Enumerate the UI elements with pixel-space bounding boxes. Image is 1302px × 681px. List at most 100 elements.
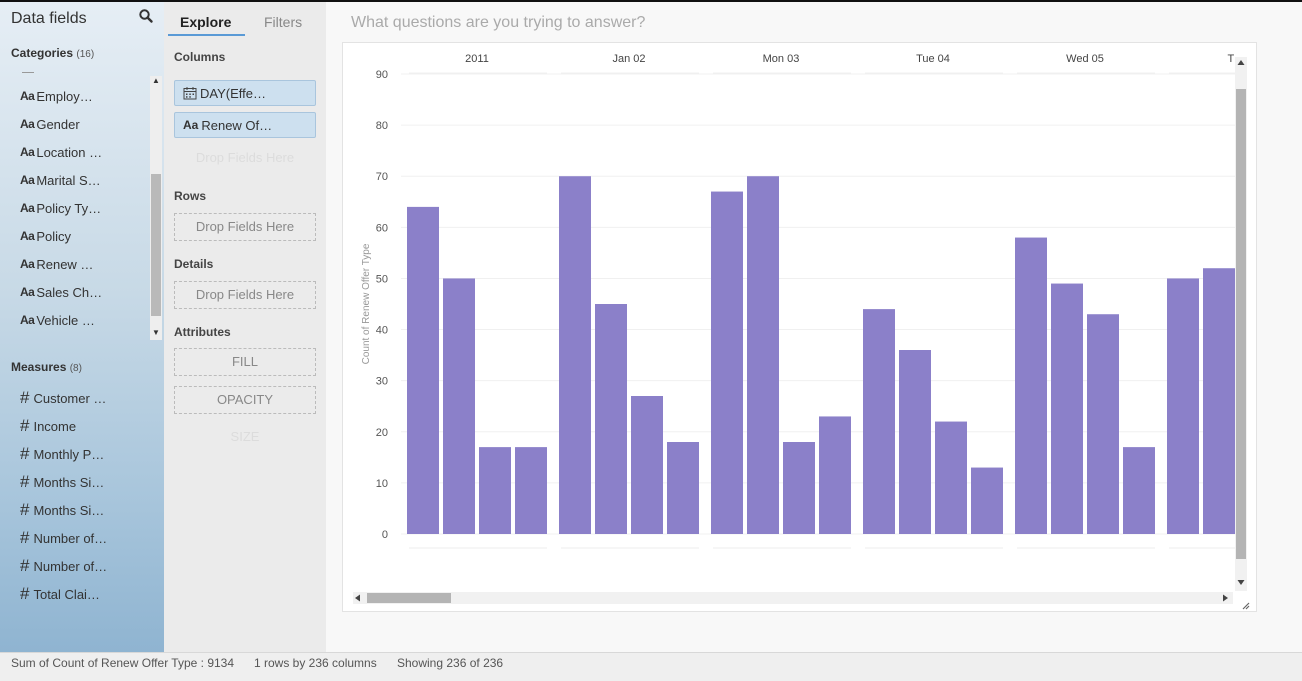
- category-field-label: Gender: [36, 116, 80, 132]
- measure-field-label: Monthly P…: [33, 446, 105, 462]
- bar[interactable]: [1203, 268, 1235, 534]
- resize-grip-icon[interactable]: [1242, 602, 1250, 610]
- bar[interactable]: [443, 278, 475, 534]
- y-tick-label: 20: [376, 427, 388, 439]
- bar[interactable]: [935, 421, 967, 534]
- fill-drop-zone[interactable]: FILL: [174, 348, 316, 376]
- y-tick-label: 60: [376, 222, 388, 234]
- x-tick-label: Offer2: [1063, 557, 1074, 585]
- text-type-icon: Aa: [20, 89, 35, 103]
- measure-field[interactable]: # Income: [20, 416, 76, 436]
- x-tick-label: Offer3: [491, 557, 502, 585]
- column-pill-renew-offer[interactable]: Aa Renew Of…: [174, 112, 316, 138]
- measure-field[interactable]: # Monthly P…: [20, 444, 104, 464]
- bar[interactable]: [899, 350, 931, 534]
- measures-header[interactable]: Measures (8): [11, 360, 82, 374]
- category-field[interactable]: Aa Gender: [20, 114, 80, 134]
- column-pill-day-effective[interactable]: DAY(Effe…: [174, 80, 316, 106]
- scroll-left-arrow-icon[interactable]: [355, 594, 360, 602]
- details-drop-zone[interactable]: Drop Fields Here: [174, 281, 316, 309]
- bar[interactable]: [407, 206, 439, 534]
- rows-drop-zone[interactable]: Drop Fields Here: [174, 213, 316, 241]
- size-drop-zone[interactable]: SIZE: [230, 429, 260, 444]
- category-field[interactable]: Aa Renew …: [20, 254, 93, 274]
- categories-scrollbar[interactable]: ▲ ▼: [150, 76, 162, 340]
- status-rows: 1 rows by 236 columns: [254, 656, 377, 670]
- scroll-up-arrow-icon[interactable]: [1237, 60, 1245, 65]
- group-label: Mon 03: [763, 53, 800, 65]
- x-tick-label: Offer3: [1099, 557, 1110, 585]
- measure-field[interactable]: # Months Si…: [20, 472, 104, 492]
- main-area: What questions are you trying to answer?…: [326, 2, 1302, 652]
- categories-count: (16): [76, 49, 95, 60]
- bar[interactable]: [631, 396, 663, 534]
- group-label: Wed 05: [1066, 53, 1104, 65]
- y-tick-label: 40: [376, 325, 388, 337]
- horizontal-scrollbar-thumb[interactable]: [367, 593, 451, 603]
- category-field[interactable]: Aa Sales Ch…: [20, 282, 102, 302]
- bar[interactable]: [1015, 237, 1047, 535]
- bar[interactable]: [667, 442, 699, 534]
- category-field-label: Location …: [36, 144, 103, 160]
- bar[interactable]: [1167, 278, 1199, 534]
- bar[interactable]: [863, 309, 895, 534]
- calendar-icon: [183, 87, 197, 100]
- bar[interactable]: [515, 447, 547, 534]
- search-icon[interactable]: [138, 8, 154, 24]
- x-tick-label: Offer4: [527, 557, 538, 585]
- categories-header[interactable]: Categories (16): [11, 46, 94, 60]
- text-type-icon: Aa: [20, 117, 35, 131]
- category-field[interactable]: Aa Vehicle …: [20, 310, 95, 330]
- opacity-drop-zone[interactable]: OPACITY: [174, 386, 316, 414]
- x-tick-label: Offer1: [571, 557, 582, 585]
- number-type-icon: #: [20, 416, 30, 435]
- bar[interactable]: [711, 191, 743, 535]
- category-field[interactable]: Aa Policy: [20, 226, 71, 246]
- category-field[interactable]: Aa Policy Ty…: [20, 198, 101, 218]
- measure-field[interactable]: # Customer …: [20, 388, 106, 408]
- tab-filters[interactable]: Filters: [264, 14, 303, 30]
- bar[interactable]: [559, 176, 591, 534]
- y-tick-label: 50: [376, 273, 388, 285]
- categories-list: Aa Employ… Aa Gender Aa Location … Aa Marital S…: [0, 72, 150, 340]
- number-type-icon: #: [20, 556, 30, 575]
- bar[interactable]: [747, 176, 779, 534]
- bar[interactable]: [1051, 283, 1083, 534]
- x-tick-label: Offer3: [947, 557, 958, 585]
- category-field-label: Employ…: [36, 88, 93, 104]
- status-showing: Showing 236 of 236: [397, 656, 504, 670]
- bar[interactable]: [595, 304, 627, 534]
- scroll-right-arrow-icon[interactable]: [1223, 594, 1228, 602]
- text-type-icon: Aa: [20, 229, 35, 243]
- scrollbar-thumb[interactable]: [151, 174, 161, 316]
- columns-drop-zone[interactable]: Drop Fields Here: [195, 150, 295, 165]
- measure-field-label: Months Si…: [33, 502, 105, 518]
- vertical-scrollbar-thumb[interactable]: [1236, 89, 1246, 559]
- scroll-up-arrow-icon[interactable]: ▲: [152, 76, 160, 85]
- category-field[interactable]: Aa Marital S…: [20, 170, 101, 190]
- bar[interactable]: [819, 416, 851, 534]
- text-type-icon: Aa: [20, 285, 35, 299]
- scroll-down-arrow-icon[interactable]: ▼: [152, 328, 160, 337]
- measure-field[interactable]: # Number of…: [20, 556, 107, 576]
- group-label: Tue 04: [916, 53, 950, 65]
- category-field[interactable]: Aa Location …: [20, 142, 102, 162]
- text-type-icon: Aa: [183, 118, 199, 132]
- bar[interactable]: [971, 467, 1003, 534]
- category-field-label: Marital S…: [36, 172, 101, 188]
- bar[interactable]: [1123, 447, 1155, 534]
- y-tick-label: 70: [376, 171, 388, 183]
- text-type-icon: Aa: [20, 257, 35, 271]
- category-field[interactable]: Aa Employ…: [20, 86, 93, 106]
- tab-explore[interactable]: Explore: [180, 14, 232, 30]
- question-input[interactable]: What questions are you trying to answer?: [351, 14, 646, 31]
- group-label: 2011: [465, 53, 489, 65]
- chart-horizontal-scrollbar[interactable]: [353, 592, 1233, 604]
- bar[interactable]: [1087, 314, 1119, 534]
- measure-field[interactable]: # Months Si…: [20, 500, 104, 520]
- bar[interactable]: [783, 442, 815, 534]
- bar[interactable]: [479, 447, 511, 534]
- scroll-down-arrow-icon[interactable]: [1237, 580, 1245, 585]
- measure-field[interactable]: # Number of…: [20, 528, 107, 548]
- measure-field[interactable]: # Total Clai…: [20, 584, 100, 604]
